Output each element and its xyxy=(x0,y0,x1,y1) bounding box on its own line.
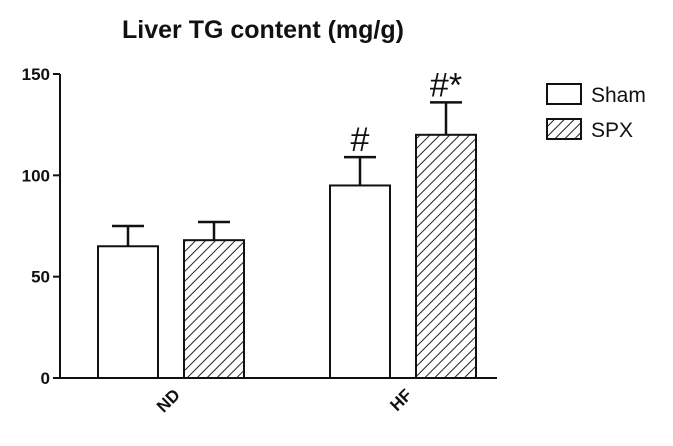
y-tick-label: 50 xyxy=(31,268,50,287)
legend-label-sham: Sham xyxy=(591,84,646,107)
x-tick-label: ND xyxy=(153,385,184,416)
significance-marker: # xyxy=(351,121,370,159)
chart-title: Liver TG content (mg/g) xyxy=(122,16,404,44)
legend: Sham SPX xyxy=(546,83,646,142)
bar-hf-sham xyxy=(329,184,391,379)
legend-label-spx: SPX xyxy=(591,119,633,142)
bar-nd-spx xyxy=(183,239,245,379)
y-tick-label: 100 xyxy=(22,166,50,185)
legend-swatch-spx xyxy=(546,118,582,140)
y-tick-label: 150 xyxy=(22,65,50,84)
bar-nd-sham xyxy=(97,245,159,379)
legend-swatch-sham xyxy=(546,83,582,105)
bar-hf-spx xyxy=(415,133,477,379)
y-tick-label: 0 xyxy=(41,369,50,388)
x-tick-label: HF xyxy=(386,385,415,414)
significance-marker: #* xyxy=(430,66,462,104)
bars: # #* xyxy=(97,66,477,379)
